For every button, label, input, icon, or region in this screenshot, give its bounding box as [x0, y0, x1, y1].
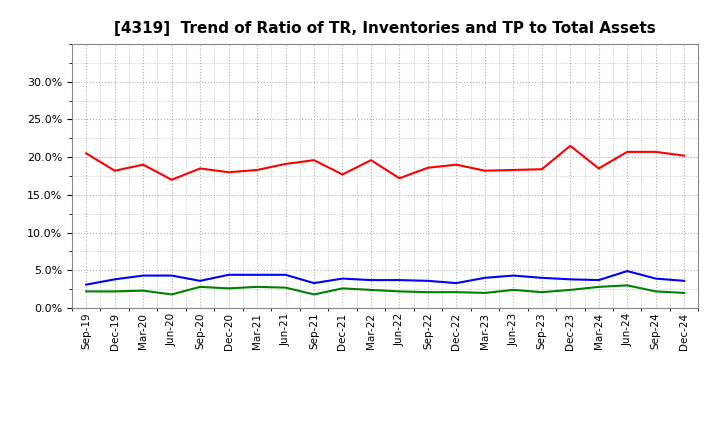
Trade Receivables: [167, 177, 176, 183]
Inventories: [395, 278, 404, 283]
Inventories: [282, 272, 290, 278]
Line: Inventories: Inventories: [86, 271, 684, 285]
Trade Payables: [282, 285, 290, 290]
Trade Payables: [167, 292, 176, 297]
Trade Receivables: [366, 158, 375, 163]
Trade Payables: [139, 288, 148, 293]
Inventories: [225, 272, 233, 278]
Inventories: [423, 278, 432, 283]
Trade Payables: [253, 284, 261, 290]
Trade Receivables: [537, 167, 546, 172]
Line: Trade Receivables: Trade Receivables: [86, 146, 684, 180]
Inventories: [537, 275, 546, 280]
Trade Payables: [110, 289, 119, 294]
Trade Receivables: [338, 172, 347, 177]
Inventories: [167, 273, 176, 278]
Line: Trade Payables: Trade Payables: [86, 286, 684, 294]
Trade Payables: [366, 287, 375, 293]
Trade Receivables: [423, 165, 432, 170]
Trade Receivables: [225, 169, 233, 175]
Trade Payables: [595, 284, 603, 290]
Trade Payables: [452, 290, 461, 295]
Trade Payables: [537, 290, 546, 295]
Trade Payables: [480, 290, 489, 296]
Trade Receivables: [196, 166, 204, 171]
Inventories: [338, 276, 347, 281]
Trade Receivables: [82, 151, 91, 156]
Inventories: [566, 277, 575, 282]
Trade Receivables: [253, 167, 261, 172]
Trade Payables: [652, 289, 660, 294]
Trade Payables: [509, 287, 518, 293]
Inventories: [110, 277, 119, 282]
Trade Receivables: [566, 143, 575, 148]
Trade Payables: [566, 287, 575, 293]
Trade Receivables: [680, 153, 688, 158]
Inventories: [509, 273, 518, 278]
Inventories: [253, 272, 261, 278]
Trade Payables: [225, 286, 233, 291]
Trade Receivables: [623, 149, 631, 154]
Inventories: [366, 278, 375, 283]
Title: [4319]  Trend of Ratio of TR, Inventories and TP to Total Assets: [4319] Trend of Ratio of TR, Inventories…: [114, 21, 656, 36]
Trade Payables: [423, 290, 432, 295]
Trade Receivables: [480, 168, 489, 173]
Trade Payables: [82, 289, 91, 294]
Trade Payables: [395, 289, 404, 294]
Inventories: [139, 273, 148, 278]
Trade Receivables: [452, 162, 461, 167]
Inventories: [680, 278, 688, 283]
Inventories: [310, 280, 318, 286]
Trade Payables: [310, 292, 318, 297]
Inventories: [82, 282, 91, 287]
Inventories: [480, 275, 489, 280]
Trade Receivables: [282, 161, 290, 167]
Trade Receivables: [110, 168, 119, 173]
Trade Receivables: [139, 162, 148, 167]
Trade Receivables: [310, 158, 318, 163]
Inventories: [652, 276, 660, 281]
Inventories: [452, 280, 461, 286]
Trade Payables: [680, 290, 688, 296]
Trade Payables: [623, 283, 631, 288]
Trade Receivables: [395, 176, 404, 181]
Trade Receivables: [595, 166, 603, 171]
Inventories: [595, 278, 603, 283]
Trade Payables: [196, 284, 204, 290]
Trade Receivables: [652, 149, 660, 154]
Trade Payables: [338, 286, 347, 291]
Trade Receivables: [509, 167, 518, 172]
Inventories: [196, 278, 204, 283]
Inventories: [623, 268, 631, 274]
